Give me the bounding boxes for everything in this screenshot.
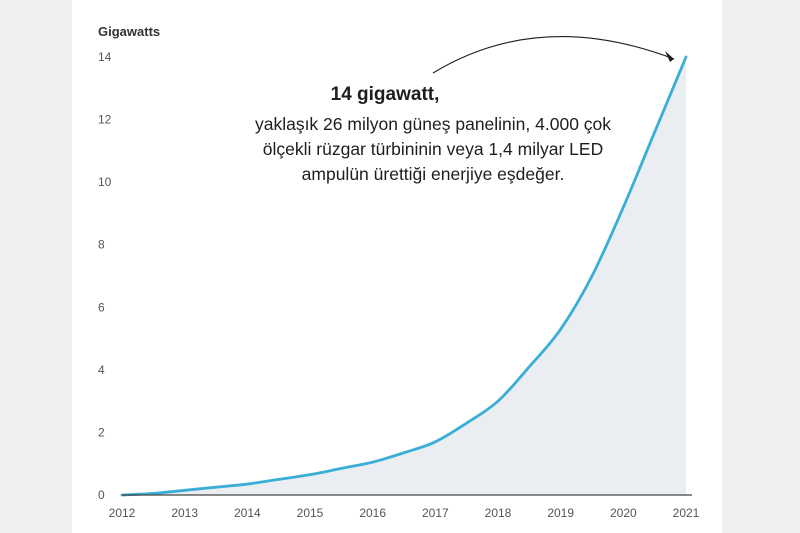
annotation-arrowhead (665, 51, 674, 62)
y-tick-label: 8 (98, 238, 105, 252)
annotation: 14 gigawatt, yaklaşık 26 milyon güneş pa… (244, 84, 616, 187)
x-tick-label: 2012 (109, 506, 136, 520)
series-line (120, 55, 688, 497)
y-tick-label: 2 (98, 425, 105, 439)
x-tick-labels: 2012 2013 2014 2015 2016 2017 2018 2019 2020 2021 (109, 506, 700, 520)
x-tick-label: 2020 (610, 506, 637, 520)
x-tick-label: 2017 (422, 506, 449, 520)
annotation-body: yaklaşık 26 milyon güneş panelinin, 4.00… (254, 114, 612, 184)
x-tick-label: 2013 (171, 506, 198, 520)
x-tick-label: 2015 (297, 506, 324, 520)
y-tick-label: 10 (98, 175, 112, 189)
annotation-arrow (432, 36, 675, 74)
y-tick-labels: 0 2 4 6 8 10 12 14 (98, 50, 112, 502)
x-tick-label: 2018 (485, 506, 512, 520)
x-tick-label: 2014 (234, 506, 261, 520)
y-axis-label: Gigawatts (98, 24, 160, 39)
y-tick-label: 4 (98, 363, 105, 377)
x-tick-label: 2016 (359, 506, 386, 520)
x-tick-label: 2021 (673, 506, 700, 520)
y-tick-label: 6 (98, 300, 105, 314)
annotation-headline: 14 gigawatt, (330, 84, 440, 105)
area-fill (122, 57, 686, 495)
y-tick-label: 14 (98, 50, 112, 64)
x-tick-label: 2019 (547, 506, 574, 520)
y-tick-label: 12 (98, 113, 112, 127)
y-tick-label: 0 (98, 488, 105, 502)
